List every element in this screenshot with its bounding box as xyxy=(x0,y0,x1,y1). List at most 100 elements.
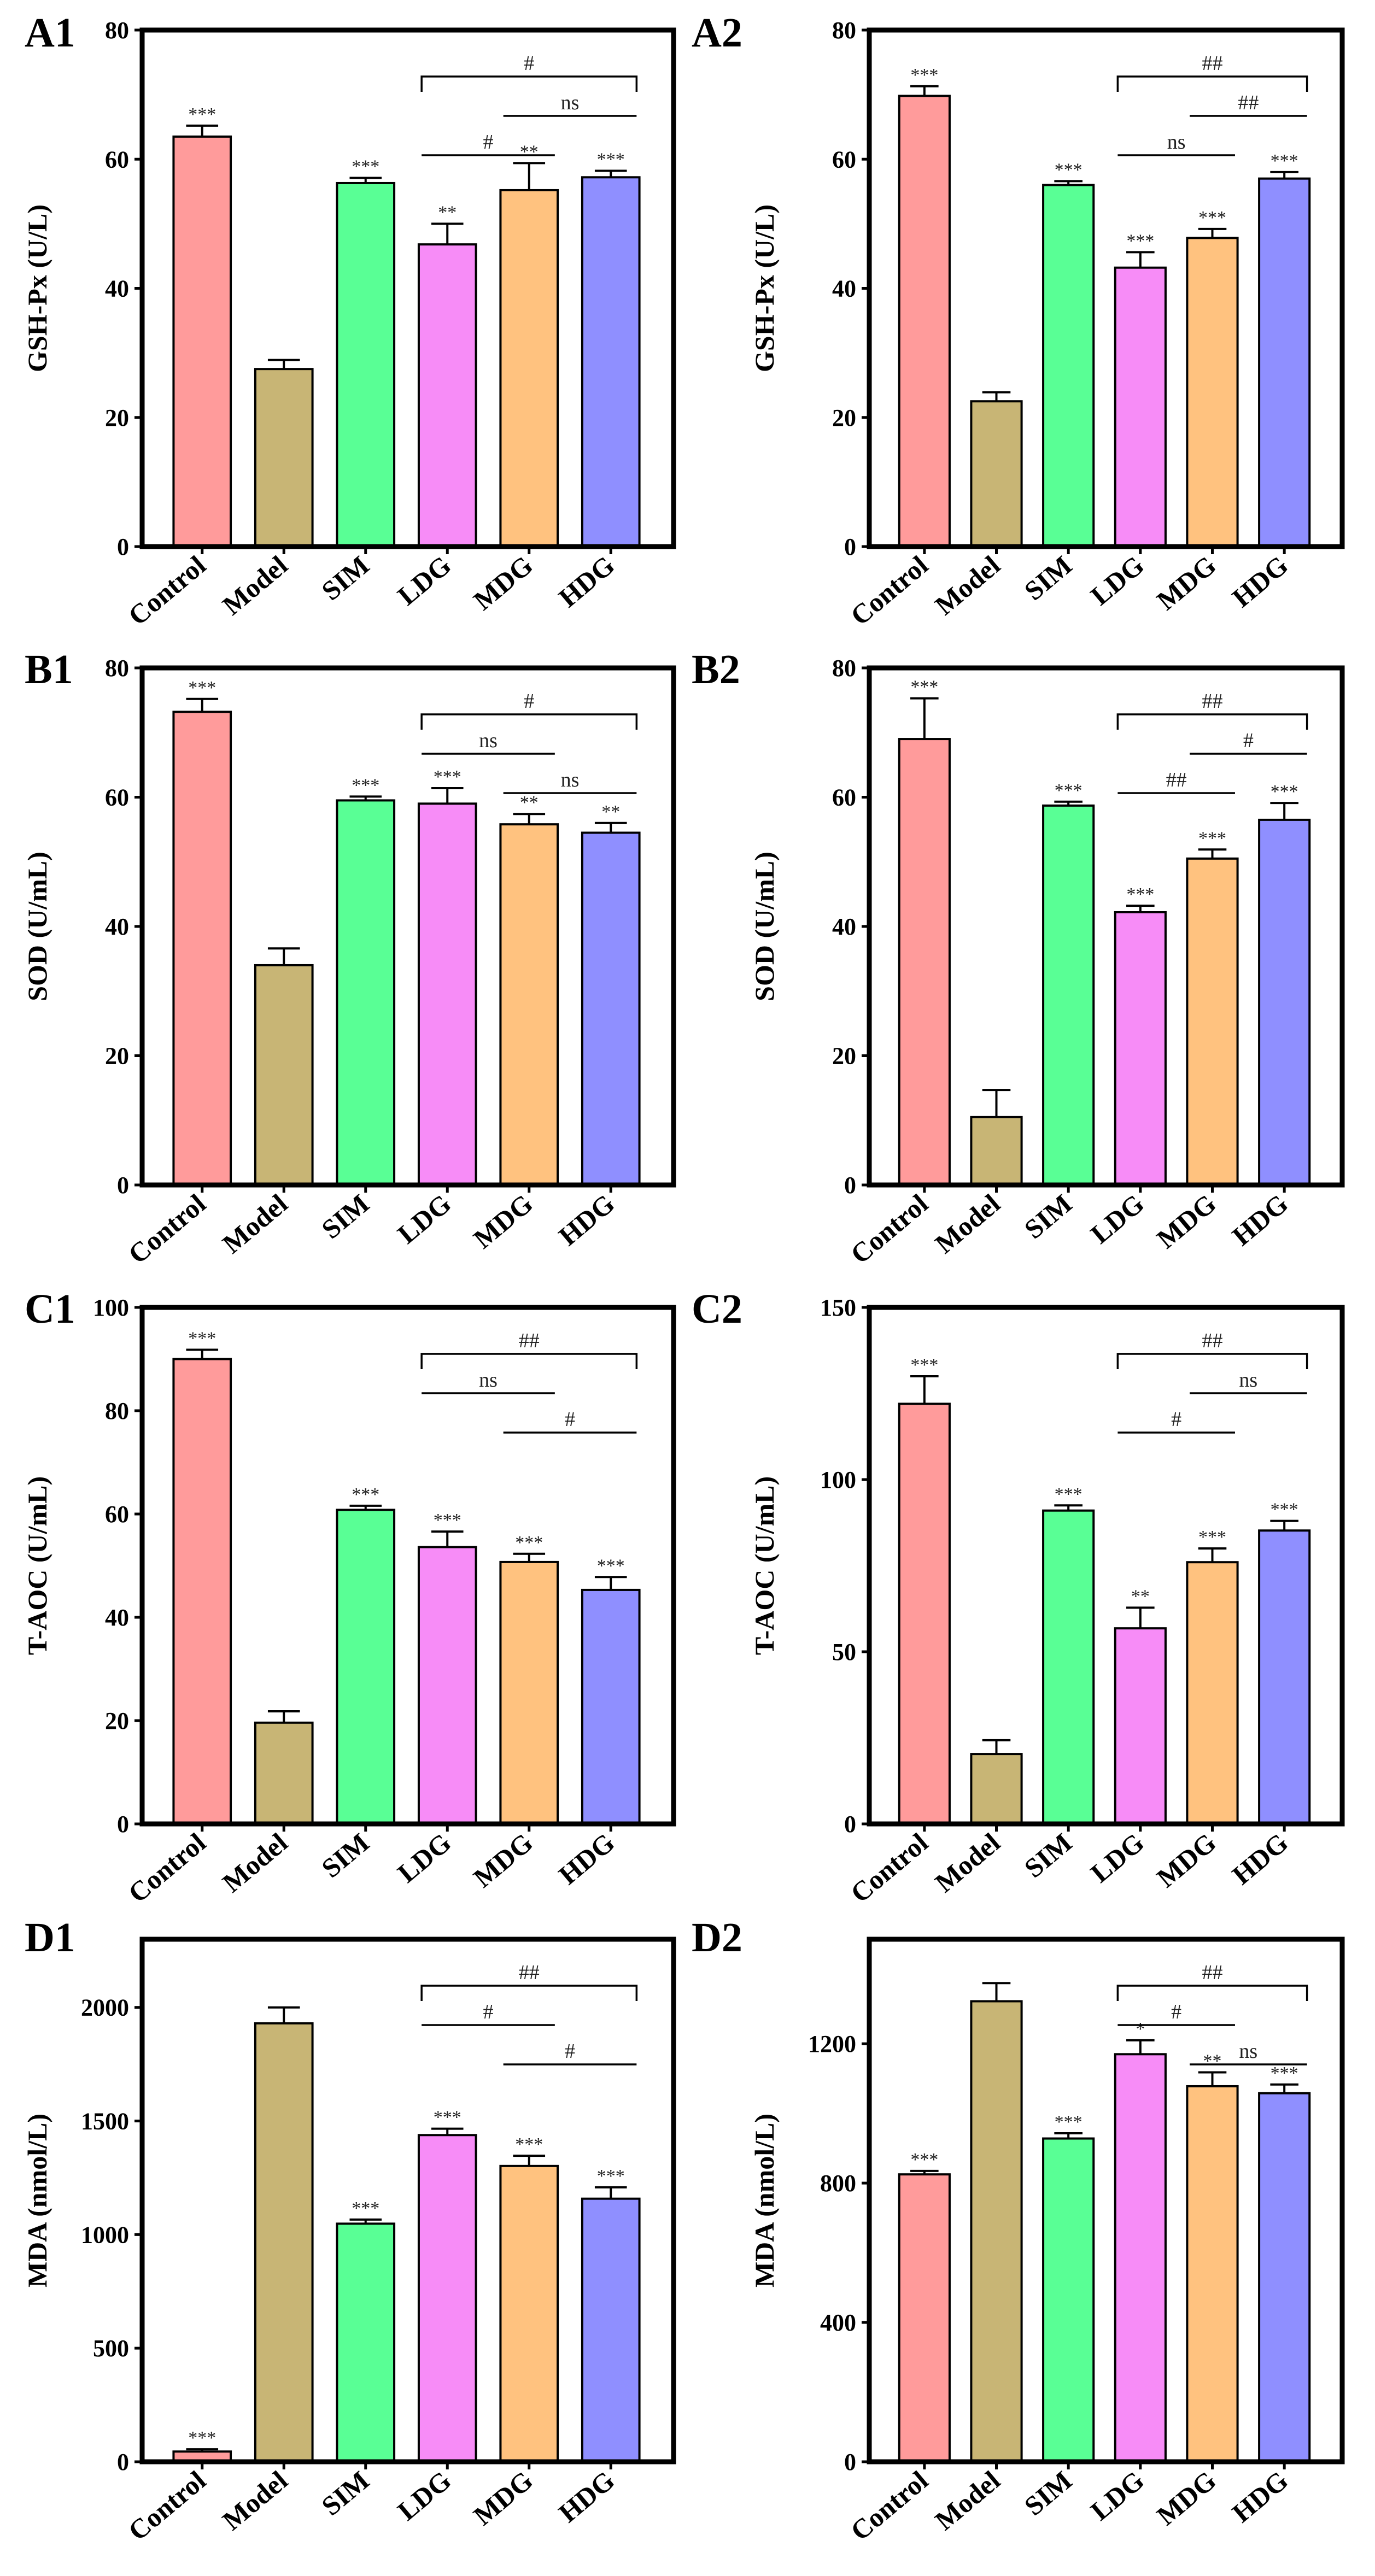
significance-label: *** xyxy=(1271,1500,1298,1520)
significance-label: * xyxy=(1136,2019,1145,2039)
y-tick-label: 20 xyxy=(105,1043,129,1070)
plot-frame xyxy=(139,1305,676,1827)
bar-sim xyxy=(336,799,396,1186)
significance-label: *** xyxy=(597,2166,625,2186)
panel-c1: C1 T-AOC (U/mL) 0 20 40 60 80 100 *** Control Mode… xyxy=(22,1286,676,1909)
y-tick-label: 0 xyxy=(844,1811,856,1838)
bar-sim xyxy=(1042,804,1095,1187)
y-tick-label: 0 xyxy=(117,1811,129,1838)
bar-hdg xyxy=(1258,818,1311,1186)
panel-d1: D1 MDA (nmol/L) 0 500 1000 1500 2000 *** Control… xyxy=(22,1915,676,2546)
x-tick-label: Model xyxy=(929,1827,1005,1898)
y-tick-label: 2000 xyxy=(81,1994,129,2021)
significance-label: *** xyxy=(1126,884,1154,905)
y-tick-label: 1500 xyxy=(81,2108,129,2135)
plot-frame xyxy=(139,665,676,1188)
x-tick-label: MDG xyxy=(1151,2465,1222,2531)
significance-label: *** xyxy=(1055,160,1083,180)
comparison-bracket xyxy=(420,713,638,730)
y-tick-label: 80 xyxy=(105,17,129,44)
significance-label: *** xyxy=(188,2428,216,2448)
x-tick-label: LDG xyxy=(1085,1188,1150,1250)
panel-label: A1 xyxy=(25,10,75,56)
comparison-label: # xyxy=(524,690,534,713)
x-tick-label: MDG xyxy=(467,2465,539,2531)
significance-label: *** xyxy=(1055,781,1083,801)
bar-hdg xyxy=(581,2197,641,2463)
x-tick-label: SIM xyxy=(315,1188,375,1245)
comparison-label: ## xyxy=(1202,1961,1223,1984)
bar-hdg xyxy=(581,831,641,1186)
comparison-label: ns xyxy=(1239,2040,1257,2063)
bar-control xyxy=(172,711,232,1187)
bar-model xyxy=(254,2022,314,2463)
bar-ldg xyxy=(1114,911,1167,1186)
x-tick-label: HDG xyxy=(1226,1827,1294,1891)
y-axis-label: MDA (nmol/L) xyxy=(749,2114,780,2287)
bar-sim xyxy=(336,1509,396,1825)
bar-ldg xyxy=(1114,2053,1167,2463)
x-tick-label: LDG xyxy=(1085,2465,1150,2527)
y-tick-label: 100 xyxy=(820,1466,856,1493)
bar-sim xyxy=(336,2222,396,2463)
y-tick-label: 20 xyxy=(105,404,129,431)
x-tick-label: MDG xyxy=(1151,1188,1222,1254)
y-tick-label: 60 xyxy=(105,784,129,811)
bar-hdg xyxy=(1258,2092,1311,2463)
significance-label: *** xyxy=(1271,151,1298,171)
x-tick-label: Model xyxy=(217,1188,293,1259)
comparison-label: ns xyxy=(1239,1369,1257,1392)
significance-label: *** xyxy=(597,150,625,170)
x-tick-label: LDG xyxy=(391,1827,457,1889)
bar-mdg xyxy=(1186,2085,1239,2463)
y-tick-label: 1000 xyxy=(81,2221,129,2248)
significance-label: *** xyxy=(1198,828,1226,848)
bar-model xyxy=(970,1116,1023,1187)
y-tick-label: 80 xyxy=(832,655,856,682)
comparison-label: ## xyxy=(519,1329,540,1352)
x-tick-label: Control xyxy=(845,1827,934,1909)
bar-control xyxy=(172,1358,232,1825)
y-tick-label: 0 xyxy=(117,533,129,560)
x-tick-label: LDG xyxy=(391,1188,457,1250)
x-tick-label: Model xyxy=(217,549,293,620)
y-tick-label: 20 xyxy=(832,404,856,431)
bar-sim xyxy=(1042,184,1095,548)
x-tick-label: LDG xyxy=(391,550,457,612)
x-tick-label: HDG xyxy=(1226,550,1294,613)
panel-label: D1 xyxy=(25,1915,75,1961)
comparison-label: ## xyxy=(1202,690,1223,713)
bar-mdg xyxy=(499,2164,559,2463)
bar-model xyxy=(970,2000,1023,2463)
bar-mdg xyxy=(1186,857,1239,1186)
comparison-label: # xyxy=(483,131,494,154)
x-tick-label: HDG xyxy=(1226,2465,1294,2528)
significance-label: *** xyxy=(352,1484,379,1505)
significance-label: ** xyxy=(520,793,539,813)
comparison-label: ## xyxy=(1166,768,1187,791)
y-tick-label: 800 xyxy=(820,2170,856,2197)
comparison-label: ## xyxy=(1238,91,1259,114)
x-tick-label: Model xyxy=(929,549,1005,620)
significance-label: *** xyxy=(910,1355,938,1375)
y-tick-label: 1200 xyxy=(808,2031,856,2057)
x-tick-label: MDG xyxy=(467,1827,539,1893)
panel-label: C1 xyxy=(25,1286,75,1332)
comparison-bracket xyxy=(1116,713,1308,730)
significance-label: *** xyxy=(1198,208,1226,228)
y-tick-label: 20 xyxy=(832,1043,856,1070)
comparison-label: ns xyxy=(479,1369,498,1392)
bar-model xyxy=(254,964,314,1186)
significance-label: ** xyxy=(520,142,539,162)
x-tick-label: Control xyxy=(122,2464,212,2546)
significance-label: *** xyxy=(1055,1484,1083,1504)
bar-ldg xyxy=(1114,266,1167,548)
comparison-label: # xyxy=(565,2040,575,2063)
bar-mdg xyxy=(499,823,559,1187)
significance-label: *** xyxy=(597,1556,625,1576)
y-axis-label: SOD (U/mL) xyxy=(22,852,52,1001)
comparison-label: ns xyxy=(561,91,580,114)
bar-control xyxy=(172,135,232,548)
panel-label: B1 xyxy=(25,647,73,693)
